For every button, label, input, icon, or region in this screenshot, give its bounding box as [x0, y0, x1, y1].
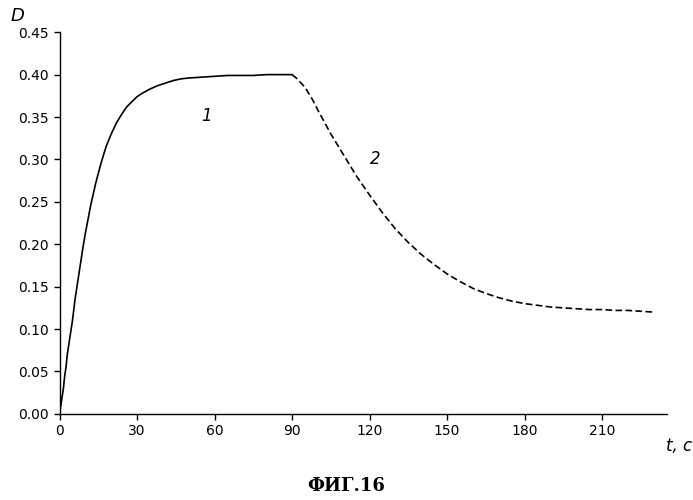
X-axis label: t, c: t, c — [666, 437, 692, 455]
Text: ФИГ.16: ФИГ.16 — [308, 477, 385, 495]
Y-axis label: D: D — [10, 6, 24, 25]
Text: 2: 2 — [369, 150, 380, 168]
Text: 1: 1 — [202, 108, 212, 126]
